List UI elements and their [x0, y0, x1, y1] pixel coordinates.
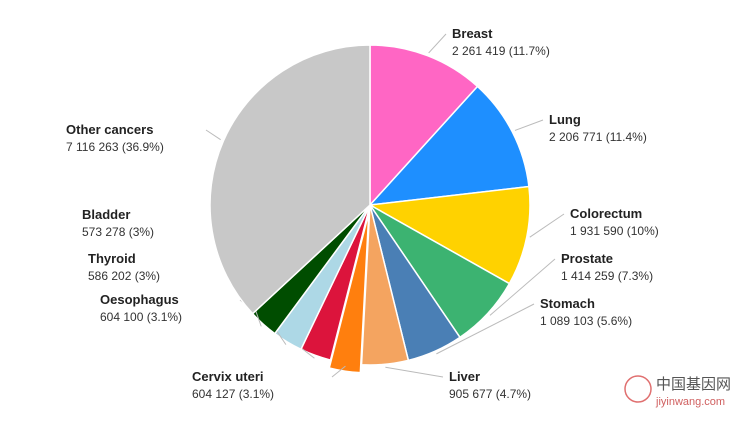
pie-slice — [360, 204, 410, 366]
value-label: 1 931 590 (10%) — [570, 224, 659, 238]
slice-label: Lung — [549, 112, 581, 127]
slice-label: Prostate — [561, 251, 613, 266]
watermark-name: 中国基因网 — [656, 376, 731, 393]
leader-line — [205, 129, 221, 141]
leader-line — [428, 33, 447, 54]
leader-line — [385, 366, 444, 378]
value-label: 586 202 (3%) — [88, 269, 160, 283]
slice-label: Colorectum — [570, 206, 642, 221]
value-label: 2 206 771 (11.4%) — [549, 130, 647, 144]
slice-label: Thyroid — [88, 251, 136, 266]
leader-line — [331, 365, 346, 378]
value-label: 2 261 419 (11.7%) — [452, 44, 550, 58]
slice-label: Cervix uteri — [192, 369, 264, 384]
value-label: 604 127 (3.1%) — [192, 387, 274, 401]
slice-label: Other cancers — [66, 122, 153, 137]
value-label: 905 677 (4.7%) — [449, 387, 531, 401]
value-label: 1 089 103 (5.6%) — [540, 314, 632, 328]
slice-label: Bladder — [82, 207, 130, 222]
leader-line — [514, 119, 544, 131]
pie-slice — [328, 212, 370, 374]
leader-line — [529, 213, 565, 238]
watermark-logo — [624, 375, 652, 403]
leader-line — [489, 258, 556, 316]
pie-slice — [367, 185, 531, 285]
pie-slice — [368, 85, 530, 206]
leader-line — [436, 303, 535, 355]
pie-slice — [209, 44, 371, 315]
watermark: 中国基因网 jiyinwang.com — [624, 375, 731, 408]
value-label: 1 414 259 (7.3%) — [561, 269, 653, 283]
pie-slice — [369, 44, 479, 207]
value-label: 573 278 (3%) — [82, 225, 154, 239]
slice-label: Breast — [452, 26, 493, 41]
slice-label: Stomach — [540, 296, 595, 311]
watermark-url: jiyinwang.com — [655, 396, 725, 408]
value-label: 604 100 (3.1%) — [100, 310, 182, 324]
slice-label: Oesophagus — [100, 292, 179, 307]
value-label: 7 116 263 (36.9%) — [66, 140, 164, 154]
slice-label: Liver — [449, 369, 480, 384]
